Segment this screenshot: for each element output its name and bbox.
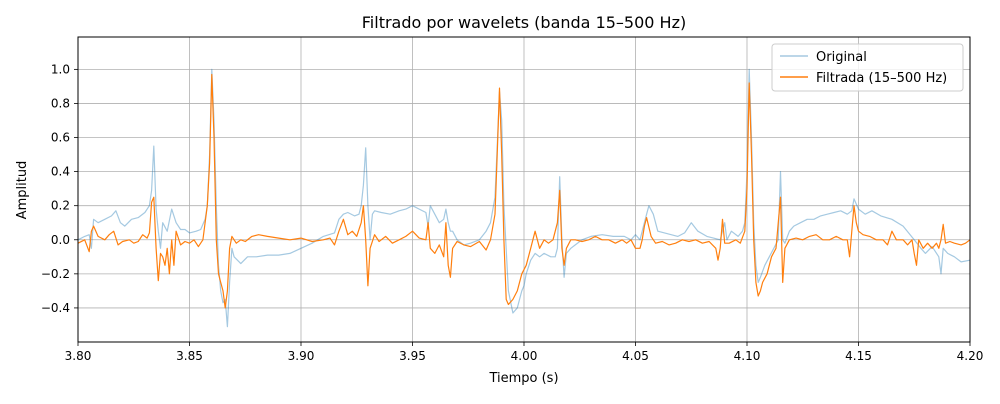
y-tick-label: 0.6 xyxy=(51,131,70,145)
legend-box xyxy=(771,43,964,92)
y-tick-label: 1.0 xyxy=(51,62,70,76)
y-tick-label: −0.2 xyxy=(41,267,70,281)
y-axis-label: Amplitud xyxy=(15,161,30,220)
x-tick-label: 3.85 xyxy=(176,349,203,363)
chart-title: Filtrado por wavelets (banda 15–500 Hz) xyxy=(362,13,686,32)
y-tick-label: 0.2 xyxy=(51,199,70,213)
x-axis: 3.80 3.85 3.90 3.95 4.00 4.05 4.10 4.15 4.20 xyxy=(65,342,984,363)
x-tick-label: 3.95 xyxy=(399,349,426,363)
y-tick-label: 0.4 xyxy=(51,165,70,179)
x-tick-label: 4.00 xyxy=(511,349,538,363)
x-axis-label: Tiempo (s) xyxy=(488,371,558,386)
legend: Original Filtrada (15–500 Hz) xyxy=(771,43,964,92)
y-tick-label: 0.0 xyxy=(51,233,70,247)
series-layer xyxy=(78,68,970,328)
y-tick-label: 0.8 xyxy=(51,96,70,110)
x-tick-label: 4.15 xyxy=(845,349,872,363)
x-tick-label: 4.10 xyxy=(734,349,761,363)
x-tick-label: 3.80 xyxy=(65,349,92,363)
legend-label-original: Original xyxy=(816,50,867,65)
x-tick-label: 4.05 xyxy=(622,349,649,363)
x-tick-label: 4.20 xyxy=(957,349,984,363)
y-axis: −0.4 −0.2 0.0 0.2 0.4 0.6 0.8 1.0 xyxy=(41,62,78,315)
series-line-filtrada xyxy=(78,73,970,309)
y-tick-label: −0.4 xyxy=(41,301,70,315)
x-tick-label: 3.90 xyxy=(288,349,315,363)
legend-label-filtrada: Filtrada (15–500 Hz) xyxy=(816,71,947,86)
